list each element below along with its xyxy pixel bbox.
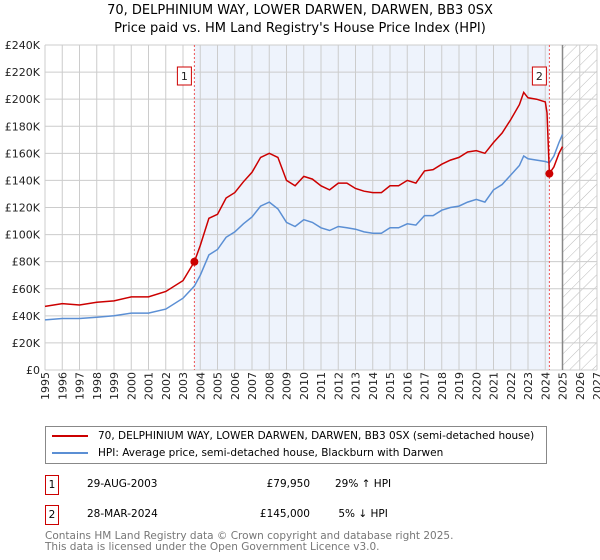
y-tick-label: £20K [12, 337, 41, 350]
y-tick-label: £120K [5, 202, 41, 215]
x-tick-label: 2002 [160, 372, 173, 400]
x-tick-label: 1999 [108, 372, 121, 400]
x-tick-label: 2024 [539, 372, 552, 400]
sale-point [190, 257, 199, 266]
x-tick-label: 1997 [74, 372, 87, 400]
x-tick-label: 2014 [367, 372, 380, 400]
x-tick-label: 2007 [246, 372, 259, 400]
y-tick-label: £80K [12, 256, 41, 269]
legend-swatch-blue [52, 452, 88, 454]
title-line: 70, DELPHINIUM WAY, LOWER DARWEN, DARWEN… [107, 3, 493, 18]
x-tick-label: 2018 [436, 372, 449, 400]
x-tick-label: 2017 [419, 372, 432, 400]
footer-line: This data is licensed under the Open Gov… [45, 541, 380, 553]
x-tick-label: 2011 [315, 372, 328, 400]
footer: Contains HM Land Registry data © Crown c… [45, 531, 453, 553]
transaction-date: 29-AUG-2003 [87, 478, 158, 490]
y-tick-label: £140K [5, 174, 41, 187]
annotation-label: 2 [536, 70, 543, 83]
y-tick-label: £0 [26, 364, 40, 377]
transaction-row: 1 29-AUG-2003 £79,950 29% ↑ HPI [45, 475, 445, 495]
x-tick-label: 2003 [177, 372, 190, 400]
x-tick-label: 2010 [298, 372, 311, 400]
y-tick-label: £200K [5, 93, 41, 106]
transaction-price: £79,950 [266, 478, 310, 490]
sale-point [545, 169, 554, 178]
x-tick-label: 2025 [557, 372, 570, 400]
annotation-box [176, 66, 192, 86]
legend-item-property: 70, DELPHINIUM WAY, LOWER DARWEN, DARWEN… [52, 430, 534, 442]
y-tick-label: £220K [5, 66, 41, 79]
x-tick-label: 2006 [229, 372, 242, 400]
transaction-price: £145,000 [259, 508, 310, 520]
x-tick-label: 2013 [350, 372, 363, 400]
transaction-marker: 1 [45, 475, 59, 495]
legend-item-hpi: HPI: Average price, semi-detached house,… [52, 447, 443, 459]
x-tick-label: 2015 [384, 372, 397, 400]
y-tick-label: £180K [5, 120, 41, 133]
transaction-date: 28-MAR-2024 [87, 508, 158, 520]
y-tick-label: £60K [12, 283, 41, 296]
x-tick-label: 2000 [125, 372, 138, 400]
legend-label: HPI: Average price, semi-detached house,… [98, 447, 444, 459]
transaction-hpi: 5% ↓ HPI [335, 508, 388, 520]
x-tick-label: 2027 [591, 372, 600, 400]
x-tick-label: 1996 [56, 372, 69, 400]
x-tick-label: 2020 [470, 372, 483, 400]
x-tick-label: 2001 [143, 372, 156, 400]
x-tick-label: 2016 [401, 372, 414, 400]
hpi-line [44, 134, 564, 321]
x-tick-label: 1995 [39, 372, 52, 400]
annotation-box [531, 66, 547, 86]
price-chart: 1995 1996 1997 1998 1999 2000 2001 2002 2003 2004… [5, 39, 600, 400]
x-tick-label: 2023 [522, 372, 535, 400]
x-tick-label: 2009 [281, 372, 294, 400]
transaction-marker: 2 [45, 505, 59, 525]
legend-swatch-red [52, 435, 88, 437]
x-tick-label: 2026 [574, 372, 587, 400]
legend-label: 70, DELPHINIUM WAY, LOWER DARWEN, DARWEN… [98, 430, 535, 442]
x-tick-label: 2004 [194, 372, 207, 400]
subtitle-line: Price paid vs. HM Land Registry's House … [114, 21, 486, 36]
legend: 70, DELPHINIUM WAY, LOWER DARWEN, DARWEN… [45, 426, 547, 464]
x-tick-label: 2005 [212, 372, 225, 400]
y-tick-label: £160K [5, 147, 41, 160]
x-tick-label: 2021 [488, 372, 501, 400]
x-tick-label: 2008 [263, 372, 276, 400]
transaction-hpi: 29% ↑ HPI [335, 478, 392, 490]
annotation-label: 1 [181, 70, 188, 83]
x-tick-label: 2022 [505, 372, 518, 400]
footer-line: Contains HM Land Registry data © Crown c… [45, 530, 454, 542]
transaction-row: 2 28-MAR-2024 £145,000 5% ↓ HPI [45, 505, 445, 525]
x-tick-label: 2012 [332, 372, 345, 400]
chart-title: 70, DELPHINIUM WAY, LOWER DARWEN, DARWEN… [0, 2, 600, 38]
y-tick-label: £100K [5, 229, 41, 242]
y-tick-label: £240K [5, 39, 41, 52]
property-price-line [44, 90, 564, 308]
x-tick-label: 1998 [91, 372, 104, 400]
y-tick-label: £40K [12, 310, 41, 323]
x-tick-label: 2019 [453, 372, 466, 400]
